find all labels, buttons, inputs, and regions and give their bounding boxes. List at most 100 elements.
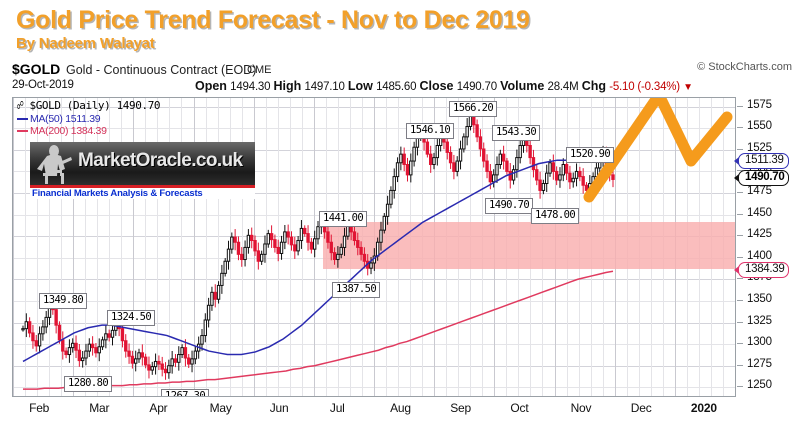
- candle-body: [230, 236, 234, 250]
- candle-body: [246, 234, 251, 248]
- price-tick-label: 1525: [747, 141, 772, 154]
- candle-body: [558, 174, 562, 181]
- candle-body: [412, 146, 416, 162]
- axis-tick-mark: [737, 148, 743, 150]
- candle-body: [329, 241, 333, 254]
- candle-body: [535, 169, 539, 181]
- price-tick-label: 1475: [747, 185, 772, 197]
- candle-body: [269, 233, 274, 241]
- candle-body: [276, 246, 280, 254]
- quote-date: 29-Oct-2019: [12, 79, 74, 91]
- legend-ma50: MA(50) 1511.39: [17, 113, 160, 126]
- price-axis: 1575155015251500147514501425140013751350…: [733, 97, 800, 397]
- candle-body: [359, 246, 363, 255]
- swing-high-1543: 1543.30: [492, 125, 541, 141]
- candle-body: [67, 347, 72, 356]
- ohlc-summary: Open 1494.30 High 1497.10 Low 1485.60 Cl…: [195, 79, 693, 93]
- price-plot-area: ☍ $GOLD (Daily) 1490.70 MA(50) 1511.39 M…: [12, 97, 736, 397]
- ma50-line: [22, 159, 614, 363]
- price-tick-label: 1400: [747, 249, 772, 262]
- axis-tick-mark: [737, 299, 743, 301]
- candle-body: [375, 241, 380, 257]
- candle-body: [548, 162, 552, 174]
- candle-body: [266, 233, 270, 245]
- candle-body: [150, 366, 154, 371]
- candle-body: [279, 241, 284, 254]
- axis-tick-mark: [737, 278, 743, 280]
- candle-body: [316, 226, 320, 240]
- candle-body: [581, 176, 585, 186]
- axis-tick-mark: [737, 321, 743, 323]
- series-legend: ☍ $GOLD (Daily) 1490.70 MA(50) 1511.39 M…: [17, 99, 161, 138]
- candle-body: [574, 170, 579, 179]
- article-banner: Gold Price Trend Forecast - Nov to Dec 2…: [0, 0, 800, 58]
- marketoracle-watermark: MarketOracle.co.uk Financial Markets Ana…: [30, 142, 255, 199]
- chg-value: -5.10 (-0.34%): [609, 81, 680, 93]
- candle-body: [34, 340, 38, 347]
- marketoracle-accent-bar: [30, 185, 255, 188]
- low-label: Low: [347, 79, 373, 93]
- exchange-label: CME: [247, 64, 272, 76]
- candle-body: [236, 241, 241, 255]
- candle-body: [356, 240, 360, 248]
- volume-label: Volume: [500, 79, 545, 93]
- date-axis: Feb Mar Apr May Jun Jul Aug Sep Oct Nov Dec 2020: [12, 399, 736, 421]
- down-caret-icon: ▼: [683, 82, 694, 93]
- candle-body: [538, 179, 542, 191]
- marketoracle-tagline: Financial Markets Analysis & Forecasts: [30, 188, 255, 199]
- candle-body: [395, 162, 400, 178]
- candle-body: [213, 291, 217, 300]
- candle-body: [495, 164, 499, 176]
- candle-body: [90, 343, 95, 349]
- candle-body: [120, 328, 125, 342]
- candle-body: [578, 170, 582, 178]
- swing-low-1280: 1280.80: [64, 376, 113, 392]
- candle-body: [326, 231, 330, 243]
- high-value: 1497.10: [304, 81, 345, 93]
- candle-body: [462, 136, 466, 150]
- candle-body: [568, 172, 572, 183]
- candle-body: [216, 284, 221, 300]
- candle-body: [435, 145, 440, 159]
- ticker-description: Gold - Continuous Contract (EOD): [66, 63, 257, 77]
- candle-body: [61, 339, 65, 352]
- candle-body: [445, 141, 449, 153]
- date-tick-label: Nov: [570, 401, 592, 415]
- legend-ma200: MA(200) 1384.39: [17, 125, 160, 138]
- candle-icon: ☍: [17, 99, 24, 112]
- candle-body: [256, 250, 261, 262]
- candle-body: [190, 358, 194, 365]
- candle-body: [382, 215, 386, 231]
- candle-body: [405, 164, 410, 176]
- candle-body: [515, 157, 519, 171]
- candle-body: [501, 153, 506, 162]
- candle-body: [528, 145, 532, 159]
- candle-body: [31, 332, 35, 342]
- date-tick-label: Jul: [329, 401, 345, 415]
- price-tick-label: 1450: [747, 206, 772, 219]
- high-label: High: [273, 79, 302, 93]
- candle-body: [54, 309, 58, 326]
- candle-body: [134, 358, 138, 364]
- candle-body: [243, 246, 247, 261]
- candle-body: [402, 153, 406, 166]
- candle-body: [312, 238, 317, 250]
- candle-body: [482, 148, 486, 162]
- candle-body: [97, 346, 101, 354]
- candle-body: [177, 354, 181, 363]
- forecast-arrow: [583, 98, 733, 203]
- candle-body: [385, 203, 390, 217]
- axis-tick-mark: [737, 256, 743, 258]
- swing-high-1546: 1546.10: [406, 123, 455, 139]
- swing-high-1566: 1566.20: [449, 101, 498, 117]
- candle-body: [160, 363, 164, 370]
- candle-body: [498, 153, 502, 166]
- candle-body: [210, 291, 214, 306]
- axis-tick-mark: [737, 127, 743, 129]
- price-tick-label: 1250: [747, 379, 772, 392]
- candle-body: [140, 352, 145, 358]
- ticker-symbol: $GOLD: [12, 61, 61, 77]
- candle-body: [74, 342, 78, 351]
- candle-body: [223, 260, 227, 274]
- candle-body: [362, 253, 367, 262]
